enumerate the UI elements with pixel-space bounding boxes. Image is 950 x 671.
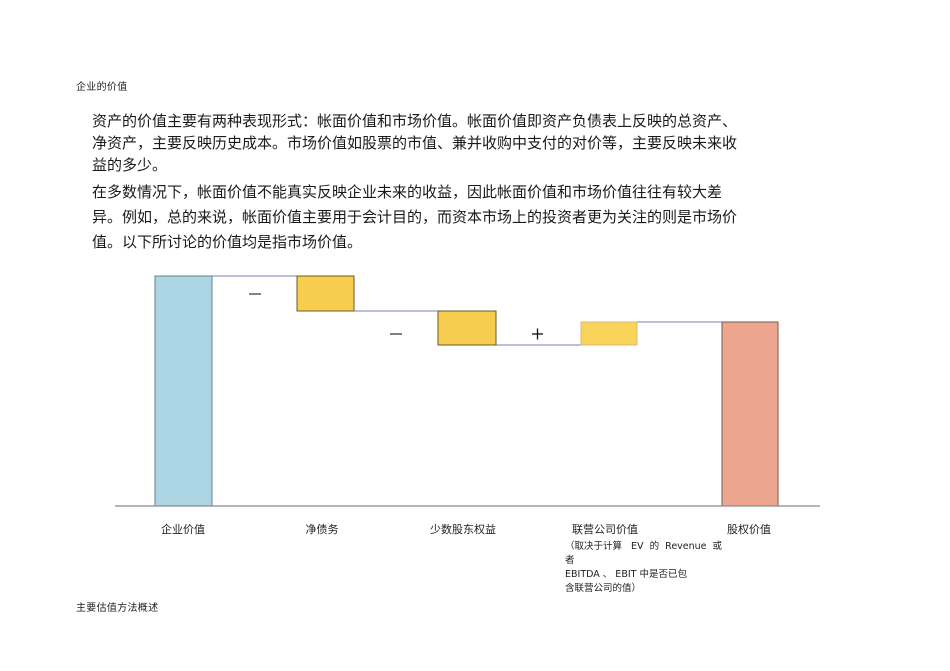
next-section-title: 主要估值方法概述 — [76, 603, 159, 614]
note-line: EBITDA 、 EBIT 中是否已包 — [565, 569, 687, 580]
note-line: 者 — [565, 555, 575, 566]
plus-icon — [532, 328, 543, 340]
note-line: 含联营公司的值） — [565, 583, 642, 594]
x-label-enterprise-value: 企业价值 — [161, 523, 205, 536]
x-label-equity-value: 股权价值 — [727, 523, 771, 536]
bar-equity-value — [721, 321, 779, 507]
x-label-minority-interest: 少数股东权益 — [430, 523, 496, 536]
bar-enterprise-value — [154, 275, 213, 507]
paragraph-line: 在多数情况下，帐面价值不能真实反映企业未来的收益，因此帐面价值和市场价值往往有较… — [92, 183, 723, 201]
paragraph-line: 异。例如，总的来说，帐面价值主要用于会计目的，而资本市场上的投资者更为关注的则是… — [92, 208, 738, 226]
paragraph-line: 净资产，主要反映历史成本。市场价值如股票的市值、兼并收购中支付的对价等，主要反映… — [92, 134, 738, 152]
paragraph-line: 资产的价值主要有两种表现形式：帐面价值和市场价值。帐面价值即资产负债表上反映的总… — [92, 112, 738, 130]
bar-net-debt — [296, 275, 355, 312]
paragraph-1: 资产的价值主要有两种表现形式：帐面价值和市场价值。帐面价值即资产负债表上反映的总… — [92, 110, 802, 176]
bar-associates-value — [580, 321, 638, 346]
paragraph-2: 在多数情况下，帐面价值不能真实反映企业未来的收益，因此帐面价值和市场价值往往有较… — [92, 180, 802, 255]
x-label-net-debt: 净债务 — [305, 523, 339, 536]
paragraph-line: 值。以下所讨论的价值均是指市场价值。 — [92, 233, 363, 251]
bar-minority-interest — [437, 310, 497, 346]
section-title: 企业的价值 — [76, 82, 128, 93]
note-line: （取决于计算 EV 的 Revenue 或 — [565, 541, 723, 552]
paragraph-line: 益的多少。 — [92, 156, 168, 174]
associates-note: （取决于计算 EV 的 Revenue 或 者 EBITDA 、 EBIT 中是… — [565, 540, 765, 596]
x-label-associates-value: 联营公司价值 — [572, 523, 638, 536]
